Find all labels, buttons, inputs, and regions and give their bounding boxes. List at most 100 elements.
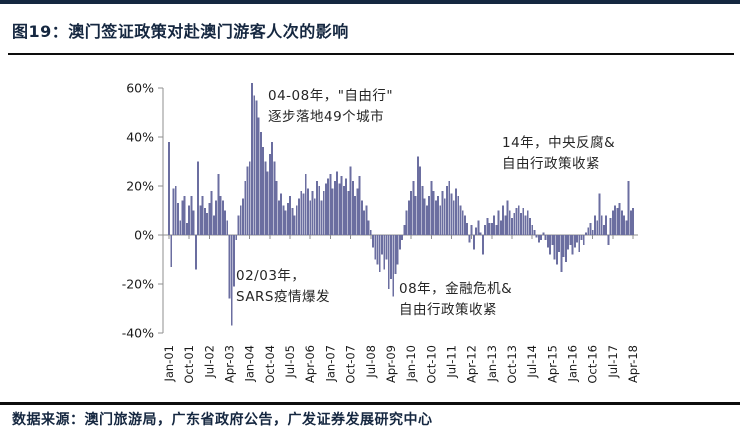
bar — [275, 181, 278, 235]
bar — [457, 195, 460, 235]
bar — [185, 222, 188, 235]
bar — [212, 215, 215, 235]
bar — [603, 225, 605, 235]
bar — [179, 220, 182, 235]
bar — [428, 195, 431, 235]
bar — [304, 173, 307, 235]
bar — [585, 232, 587, 235]
bar — [329, 173, 332, 235]
bar — [479, 232, 482, 235]
bar — [170, 235, 173, 267]
bar — [520, 212, 522, 235]
bar — [629, 210, 632, 235]
annotation-anticorruption: 14年，中央反腐& 自由行政策收紧 — [502, 135, 616, 172]
bar — [437, 195, 439, 235]
x-tick-label: Apr-15 — [545, 345, 559, 383]
bar — [625, 220, 628, 235]
bar — [468, 235, 471, 243]
bar — [351, 181, 354, 235]
bar — [219, 195, 222, 235]
bar — [210, 190, 213, 235]
bar — [412, 181, 415, 235]
y-tick-label: 60% — [126, 81, 154, 96]
bar — [627, 181, 630, 235]
x-tick-label: Apr-12 — [465, 345, 479, 383]
bar — [517, 205, 520, 235]
bar — [181, 200, 184, 235]
bar — [495, 225, 498, 235]
x-tick-label: Jan-10 — [404, 345, 418, 383]
y-tick-label: 40% — [126, 130, 154, 145]
bar — [544, 235, 547, 240]
bar — [607, 235, 610, 245]
bar — [336, 171, 339, 235]
bar — [206, 212, 209, 235]
bar — [300, 190, 303, 235]
bar — [251, 83, 253, 235]
bar — [569, 235, 572, 245]
bar — [434, 200, 437, 235]
bar — [423, 198, 426, 235]
bar — [354, 195, 357, 235]
bar — [459, 205, 462, 235]
bar — [394, 235, 397, 275]
bar — [493, 215, 496, 235]
bar — [549, 235, 552, 255]
bar — [318, 186, 321, 235]
bar — [237, 215, 240, 235]
bar — [430, 181, 433, 235]
bar — [403, 225, 406, 235]
bar — [598, 193, 601, 235]
bar — [618, 203, 621, 235]
bar — [268, 154, 271, 235]
figure-title: 图19：澳门签证政策对赴澳门游客人次的影响 — [12, 22, 349, 41]
annotation-financial-crisis: 08年，金融危机& 自由行政策收紧 — [399, 281, 513, 318]
bottom-divider — [0, 402, 740, 405]
bar — [407, 200, 410, 235]
bar — [499, 220, 502, 235]
bar — [398, 235, 401, 250]
bar — [537, 235, 540, 243]
bar — [562, 235, 565, 258]
x-tick-label: Jan-04 — [243, 345, 257, 383]
bar — [594, 215, 596, 235]
x-tick-label: Jul-17 — [606, 345, 620, 379]
data-source: 数据来源：澳门旅游局，广东省政府公告，广发证券发展研究中心 — [12, 412, 433, 428]
bar — [632, 208, 635, 235]
bar — [372, 235, 374, 248]
bar — [259, 132, 262, 235]
bar — [529, 217, 531, 235]
bar — [257, 117, 260, 235]
bar — [591, 230, 594, 235]
bar — [168, 141, 170, 235]
bar — [506, 200, 509, 235]
bar — [390, 235, 392, 280]
bar — [289, 195, 292, 235]
bar — [526, 210, 529, 235]
bar — [369, 230, 372, 235]
bar — [307, 188, 309, 235]
bar — [378, 235, 381, 272]
bar — [316, 181, 318, 235]
x-tick-label: Jul-05 — [283, 345, 297, 379]
bar — [600, 215, 603, 235]
bar — [410, 190, 413, 235]
bar — [488, 222, 491, 235]
bar — [244, 181, 247, 235]
bar — [192, 210, 195, 235]
bar — [396, 235, 399, 265]
bar — [443, 198, 446, 235]
x-tick-label: Jan-07 — [323, 345, 337, 383]
bar — [573, 235, 576, 248]
bar — [340, 176, 343, 235]
bar — [582, 235, 585, 245]
bar — [609, 217, 612, 235]
bar — [188, 205, 191, 235]
bar — [432, 190, 435, 235]
bar — [535, 235, 538, 238]
bar — [224, 210, 226, 235]
bar — [502, 205, 505, 235]
bar — [365, 205, 368, 235]
bar — [203, 208, 206, 235]
bar — [383, 235, 386, 270]
